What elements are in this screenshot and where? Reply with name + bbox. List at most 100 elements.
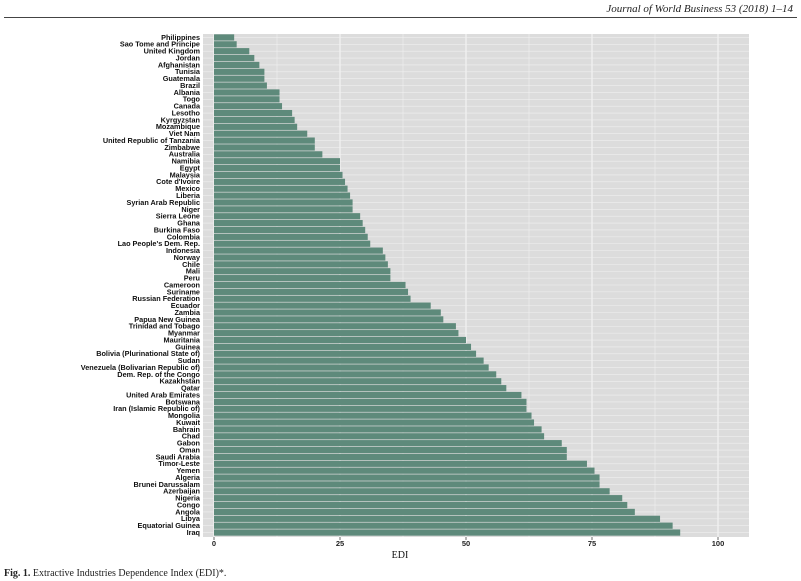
bar-31 xyxy=(214,247,383,254)
category-label: Brunei Darussalam xyxy=(133,480,200,489)
category-label: Liberia xyxy=(176,191,201,200)
bar-70 xyxy=(214,515,661,522)
bar-22 xyxy=(214,185,348,192)
bar-65 xyxy=(214,481,600,488)
category-label: Oman xyxy=(179,445,200,454)
bar-8 xyxy=(214,89,280,96)
category-label: Kuwait xyxy=(176,418,200,427)
bar-59 xyxy=(214,440,562,447)
category-label: Mongolia xyxy=(168,411,201,420)
category-label: Congo xyxy=(177,500,201,509)
category-label: Kazakhstan xyxy=(159,377,200,386)
category-label: Egypt xyxy=(180,163,201,172)
bar-54 xyxy=(214,405,527,412)
category-label: Malaysia xyxy=(170,170,201,179)
category-label: Trinidad and Tobago xyxy=(129,322,201,331)
category-label: Brazil xyxy=(180,81,200,90)
bar-66 xyxy=(214,488,610,495)
bar-15 xyxy=(214,137,315,144)
category-label: Chad xyxy=(182,432,200,441)
bar-7 xyxy=(214,82,267,89)
category-label: Kyrgyzstan xyxy=(161,115,200,124)
bar-6 xyxy=(214,75,265,82)
bar-35 xyxy=(214,275,391,282)
bar-10 xyxy=(214,103,283,110)
category-label: Iran (Islamic Republic of) xyxy=(113,404,200,413)
bar-13 xyxy=(214,123,298,130)
bar-62 xyxy=(214,460,587,467)
category-label: Burkina Faso xyxy=(154,225,201,234)
category-label: Dem. Rep. of the Congo xyxy=(117,370,200,379)
bar-25 xyxy=(214,206,353,213)
category-label: Venezuela (Bolivarian Republic of) xyxy=(81,363,201,372)
bar-2 xyxy=(214,48,250,55)
category-label: Syrian Arab Republic xyxy=(126,198,200,207)
category-label: Timor-Leste xyxy=(158,459,200,468)
category-label: Sierra Leone xyxy=(156,212,200,221)
figure-label: Fig. 1. xyxy=(4,568,31,579)
bar-41 xyxy=(214,316,444,323)
category-label: Equatorial Guinea xyxy=(138,521,201,530)
bar-55 xyxy=(214,412,532,419)
category-label: Namibia xyxy=(172,157,201,166)
category-label: Myanmar xyxy=(168,329,200,338)
bar-45 xyxy=(214,343,472,350)
bar-14 xyxy=(214,130,308,137)
bar-71 xyxy=(214,522,673,529)
x-tick-label: 25 xyxy=(336,539,344,548)
x-tick-label: 0 xyxy=(212,539,216,548)
category-label: Suriname xyxy=(167,287,200,296)
header-rule xyxy=(4,17,797,18)
bar-64 xyxy=(214,474,600,481)
bar-60 xyxy=(214,446,567,454)
category-label: Australia xyxy=(169,150,201,159)
category-label: Angola xyxy=(175,507,201,516)
category-label: Peru xyxy=(184,274,200,283)
bar-18 xyxy=(214,158,340,165)
category-label: Qatar xyxy=(181,384,200,393)
bar-50 xyxy=(214,378,502,385)
figure-caption-text: Extractive Industries Dependence Index (… xyxy=(32,568,227,579)
bar-61 xyxy=(214,453,567,461)
category-label: Sao Tome and Principe xyxy=(120,40,200,49)
bar-12 xyxy=(214,116,295,124)
category-label: Canada xyxy=(174,102,201,111)
category-label: Guinea xyxy=(175,342,201,351)
category-label: Mauritania xyxy=(164,335,201,344)
category-label: Yemen xyxy=(176,466,200,475)
bar-46 xyxy=(214,350,477,357)
figure-caption: Fig. 1. Extractive Industries Dependence… xyxy=(4,568,226,579)
x-axis-title: EDI xyxy=(392,550,409,560)
bar-47 xyxy=(214,357,484,364)
x-tick-label: 75 xyxy=(588,539,596,548)
category-label: Botswana xyxy=(166,397,201,406)
bar-16 xyxy=(214,144,315,151)
category-label: Saudi Arabia xyxy=(156,452,201,461)
category-label: Zambia xyxy=(174,308,200,317)
category-label: Ecuador xyxy=(171,301,200,310)
category-label: Cameroon xyxy=(164,280,200,289)
category-label: Viet Nam xyxy=(169,129,201,138)
bar-11 xyxy=(214,109,293,117)
bar-32 xyxy=(214,254,386,261)
bar-58 xyxy=(214,433,545,440)
bar-1 xyxy=(214,41,237,48)
bar-44 xyxy=(214,336,466,344)
bar-38 xyxy=(214,295,411,302)
category-label: Algeria xyxy=(175,473,201,482)
category-label: Afghanistan xyxy=(158,60,200,69)
category-label: Jordan xyxy=(176,53,200,62)
category-label: Mexico xyxy=(175,184,200,193)
bar-28 xyxy=(214,226,366,234)
category-label: Colombia xyxy=(167,232,201,241)
category-label: Zimbabwe xyxy=(164,143,200,152)
category-label: Cote d'Ivoire xyxy=(156,177,200,186)
category-label: Togo xyxy=(183,95,201,104)
bar-3 xyxy=(214,54,255,62)
x-tick-label: 100 xyxy=(712,539,725,548)
category-label: Azerbaijan xyxy=(163,487,200,496)
bar-21 xyxy=(214,178,346,185)
bar-19 xyxy=(214,165,340,172)
bar-68 xyxy=(214,501,628,509)
